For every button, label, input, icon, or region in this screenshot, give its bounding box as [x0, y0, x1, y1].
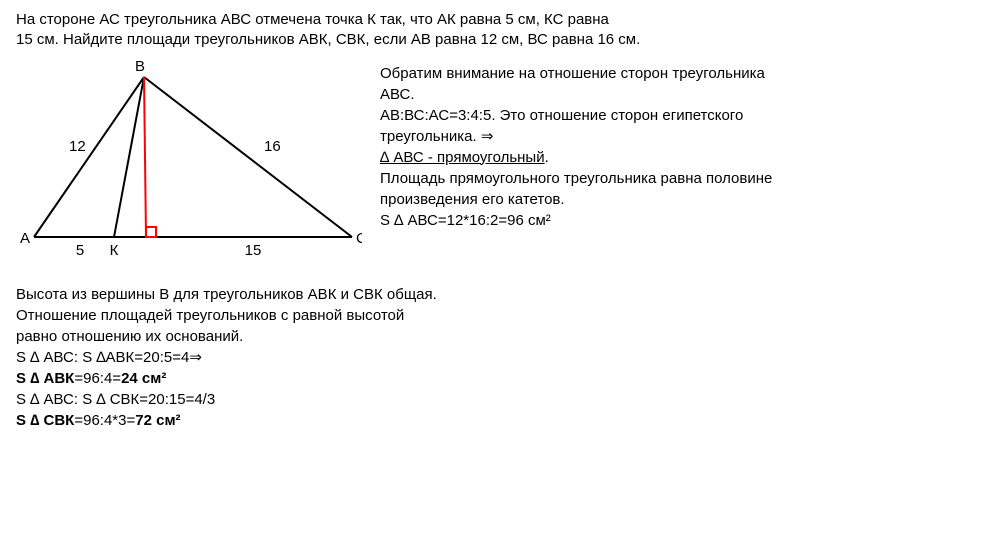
sol-b5a: S ∆ АВК: [16, 370, 74, 387]
solution-right: Обратим внимание на отношение сторон тре…: [380, 57, 985, 231]
sol-r-l2: АВС.: [380, 86, 415, 103]
sol-b7c: 72 см²: [135, 412, 180, 429]
svg-text:5: 5: [76, 242, 84, 259]
svg-text:15: 15: [245, 242, 262, 259]
sol-r-l7: произведения его катетов.: [380, 191, 565, 208]
sol-b7a: S ∆ СВК: [16, 412, 74, 429]
sol-r-l8: S ∆ АВС=12*16:2=96 см²: [380, 212, 551, 229]
middle-row: А В С К 12 16 5 15 Обратим внимание на отношени…: [16, 57, 985, 276]
problem-statement: На стороне АС треугольника АВС отмечена …: [16, 10, 985, 51]
sol-r-l6: Площадь прямоугольного треугольника равн…: [380, 170, 772, 187]
problem-line-2: 15 см. Найдите площади треугольников АВК…: [16, 31, 640, 48]
sol-b5b: =96:4=: [74, 370, 121, 387]
svg-text:12: 12: [69, 138, 86, 155]
svg-text:А: А: [20, 230, 30, 247]
problem-line-1: На стороне АС треугольника АВС отмечена …: [16, 11, 609, 28]
sol-b2: Отношение площадей треугольников с равно…: [16, 307, 404, 324]
svg-text:С: С: [356, 230, 362, 247]
svg-text:К: К: [110, 242, 119, 259]
sol-b4: S ∆ АВС: S ∆АВК=20:5=4⇒: [16, 349, 202, 366]
sol-b6: S ∆ АВС: S ∆ СВК=20:15=4/3: [16, 391, 215, 408]
sol-r-l3: АВ:ВС:АС=3:4:5. Это отношение сторон еги…: [380, 107, 743, 124]
sol-r-l5b: .: [545, 149, 549, 166]
sol-r-l1: Обратим внимание на отношение сторон тре…: [380, 65, 765, 82]
sol-r-l4: треугольника. ⇒: [380, 128, 493, 145]
triangle-diagram: А В С К 12 16 5 15: [16, 57, 362, 276]
svg-text:В: В: [135, 58, 145, 75]
sol-b7b: =96:4*3=: [74, 412, 135, 429]
solution-bottom: Высота из вершины В для треугольников АВ…: [16, 284, 985, 431]
sol-r-l5a: ∆ АВС - прямоугольный: [380, 149, 545, 166]
sol-b5c: 24 см²: [121, 370, 166, 387]
sol-b1: Высота из вершины В для треугольников АВ…: [16, 286, 437, 303]
svg-text:16: 16: [264, 138, 281, 155]
sol-b3: равно отношению их оснований.: [16, 328, 243, 345]
